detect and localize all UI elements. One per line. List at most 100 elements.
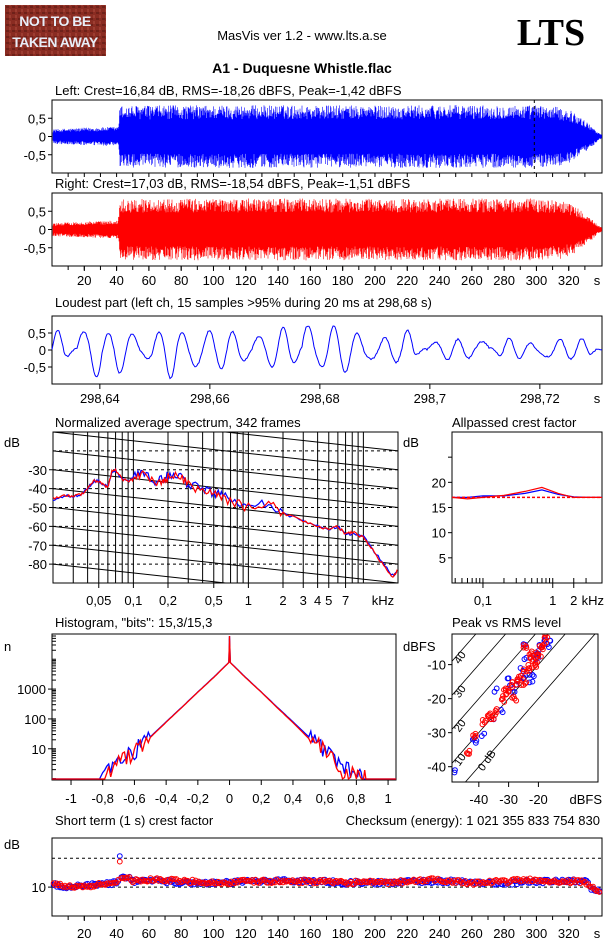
loudest-ytick-label: 0,5 xyxy=(28,326,46,341)
left-waveform-ytick-label: 0 xyxy=(39,130,46,145)
histogram-ylabel: n xyxy=(4,639,11,654)
app-title: MasVis ver 1.2 - www.lts.a.se xyxy=(217,28,387,43)
loudest-xtick-label: 298,68 xyxy=(300,391,340,406)
time-axis-xtick-label: 220 xyxy=(396,273,418,288)
peak-rms-left-point xyxy=(491,688,498,695)
allpassed-ytick-label: 10 xyxy=(432,526,446,541)
crest-xtick-label: 80 xyxy=(174,926,188,941)
crest-xtick-label: 60 xyxy=(142,926,156,941)
crest-right-point xyxy=(456,877,462,883)
histogram-frame xyxy=(51,633,397,781)
svg-text:NOT TO BE: NOT TO BE xyxy=(19,13,91,29)
right-waveform-trace xyxy=(52,198,602,261)
crest-xtick-label: 120 xyxy=(235,926,257,941)
peak-rms-ytick-label: -40 xyxy=(427,760,446,775)
peak-rms-left-point xyxy=(521,656,528,663)
crest-right-point xyxy=(523,876,530,883)
time-axis-xtick-label: 200 xyxy=(364,273,386,288)
peak-rms-xlabel: dBFS xyxy=(569,792,602,807)
peak-rms-right-point xyxy=(510,693,517,700)
peak-rms-right-point xyxy=(542,634,549,638)
spectrum-slope-line xyxy=(53,450,398,490)
spectrum-xtick-label: 0,05 xyxy=(86,593,111,608)
spectrum-xtick-label: 5 xyxy=(325,593,332,608)
crest-xtick-label: 180 xyxy=(332,926,354,941)
spectrum-ytick-label: -60 xyxy=(28,519,47,534)
peak-rms-right-point xyxy=(513,697,520,704)
spectrum-slope-line xyxy=(53,488,398,527)
spectrum-slope-line xyxy=(53,677,398,715)
peak-rms-right-point xyxy=(518,682,525,688)
time-axis-xtick-label: 120 xyxy=(235,273,257,288)
spectrum-xtick-label: 7 xyxy=(342,593,349,608)
spectrum-slope-line xyxy=(220,432,398,452)
peak-rms-right-point xyxy=(498,696,505,703)
crest-ylabel: dB xyxy=(4,837,20,852)
crest-xtick-label: 240 xyxy=(429,926,451,941)
allpassed-right-line xyxy=(451,486,602,500)
spectrum-xtick-label: 0,1 xyxy=(124,593,142,608)
spectrum-slope-line xyxy=(53,469,398,508)
spectrum-slope-line xyxy=(53,544,398,583)
peak-rms-ytick-label: -10 xyxy=(427,658,446,673)
time-axis-xtick-label: 20 xyxy=(77,273,91,288)
spectrum-ytick-label: -80 xyxy=(28,557,47,572)
brand-logo: LTS xyxy=(517,12,585,54)
peak-rms-plot xyxy=(452,634,596,782)
spectrum-grid xyxy=(53,432,398,734)
crest-line xyxy=(464,634,596,782)
peak-rms-ytick-label: -30 xyxy=(427,726,446,741)
loudest-ytick-label: -0,5 xyxy=(24,360,46,375)
spectrum-xtick-label: 2 xyxy=(279,593,286,608)
peak-rms-left-point xyxy=(452,767,458,773)
spectrum-slope-line xyxy=(53,696,398,734)
time-axis-xtick-label: 300 xyxy=(526,273,548,288)
peak-rms-right-point xyxy=(493,706,500,712)
crest-line xyxy=(452,634,536,730)
spectrum-ytick-label: -30 xyxy=(28,463,47,478)
right-waveform-ytick-label: -0,5 xyxy=(24,241,46,256)
time-axis-xtick-label: 140 xyxy=(267,273,289,288)
crest-xtick-label: 140 xyxy=(267,926,289,941)
peak-rms-left-point xyxy=(545,644,552,651)
spectrum-ytick-label: -50 xyxy=(28,501,47,516)
histogram-xtick-label: 0 xyxy=(226,791,233,806)
histogram-xtick-label: -0,8 xyxy=(92,791,114,806)
crest-right-point xyxy=(255,880,262,886)
time-axis-xtick-label: 100 xyxy=(203,273,225,288)
peak-rms-right-point xyxy=(520,676,526,682)
histogram-xtick-label: -0,2 xyxy=(187,791,209,806)
crest-right-point xyxy=(522,878,528,884)
allpassed-title: Allpassed crest factor xyxy=(452,415,577,430)
crest-xtick-label: 200 xyxy=(364,926,386,941)
crest-right-point xyxy=(575,877,582,883)
peak-rms-left-point xyxy=(530,673,537,680)
crest-title: Short term (1 s) crest factor xyxy=(55,813,214,828)
peak-rms-xtick-label: -30 xyxy=(499,792,518,807)
peak-rms-left-point xyxy=(529,671,536,678)
crest-xtick-label: 300 xyxy=(526,926,548,941)
peak-rms-frame xyxy=(451,633,599,783)
crest-right-point xyxy=(577,880,583,887)
crest-right-point xyxy=(317,877,324,884)
crest-line-label: 20 xyxy=(452,718,469,735)
peak-rms-right-point xyxy=(471,734,478,741)
histogram-xtick-label: -0,4 xyxy=(155,791,177,806)
time-axis-xtick-label: 160 xyxy=(300,273,322,288)
checksum: Checksum (energy): 1 021 355 833 754 830 xyxy=(346,813,600,828)
crest-right-point xyxy=(126,874,133,881)
crest-xtick-label: 320 xyxy=(558,926,580,941)
crest-right-point xyxy=(397,877,404,883)
peak-rms-left-point xyxy=(529,678,536,685)
peak-rms-ylabel: dBFS xyxy=(403,639,436,654)
crest-xtick-label: 20 xyxy=(77,926,91,941)
crest-right-point xyxy=(128,877,135,884)
crest-unit: s xyxy=(594,926,601,941)
loudest-ytick-label: 0 xyxy=(39,343,46,358)
crest-line-label: 30 xyxy=(452,683,469,700)
spectrum-slope-line xyxy=(53,525,398,565)
histogram-right-line xyxy=(52,635,396,781)
peak-rms-right-point xyxy=(516,673,522,680)
crest-xtick-label: 260 xyxy=(461,926,483,941)
peak-rms-right-point xyxy=(466,747,473,754)
